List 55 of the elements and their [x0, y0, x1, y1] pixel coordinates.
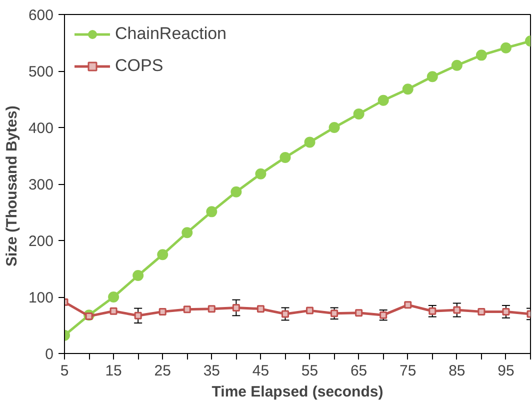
point	[110, 307, 118, 315]
y-axis-title: Size (Thousand Bytes)	[3, 106, 20, 267]
point	[255, 168, 266, 180]
point	[208, 305, 216, 313]
legend-label: ChainReaction	[115, 24, 227, 44]
x-tick-label: 5	[60, 362, 69, 380]
point	[230, 186, 242, 198]
point	[402, 84, 414, 95]
point	[158, 308, 166, 316]
point	[134, 312, 142, 320]
point	[380, 311, 388, 319]
y-tick-label: 500	[28, 64, 54, 80]
y-tick-label: 200	[28, 233, 54, 250]
point	[232, 304, 240, 312]
x-tick-label: 15	[105, 362, 122, 380]
x-tick-label: 55	[301, 362, 318, 380]
point	[426, 71, 438, 82]
x-tick-label: 45	[252, 362, 270, 380]
point	[157, 249, 168, 260]
point	[304, 136, 316, 148]
x-tick-label: 95	[498, 362, 514, 380]
point	[280, 152, 291, 163]
y-tick-label: 300	[28, 176, 54, 194]
point	[330, 310, 338, 318]
point	[132, 270, 144, 282]
point	[353, 108, 364, 120]
point	[281, 310, 289, 318]
point	[328, 122, 340, 133]
x-tick-label: 35	[203, 362, 220, 380]
point	[500, 42, 512, 54]
y-tick-label: 600	[28, 7, 54, 24]
y-tick-label: 100	[28, 290, 54, 306]
point	[206, 206, 218, 218]
point	[183, 306, 191, 314]
x-tick-label: 25	[154, 362, 171, 380]
point	[256, 305, 264, 313]
x-axis-title: Time Elapsed (seconds)	[212, 384, 384, 400]
point	[378, 94, 389, 106]
legend-label: COPS	[115, 56, 164, 76]
x-tick-label: 75	[400, 362, 416, 380]
point	[476, 50, 487, 61]
point	[451, 60, 462, 71]
point	[502, 308, 510, 316]
point	[478, 308, 486, 316]
point	[428, 307, 436, 315]
y-tick-label: 400	[28, 120, 54, 137]
point	[355, 309, 363, 317]
x-tick-label: 65	[350, 362, 368, 380]
point	[404, 301, 412, 309]
point	[182, 227, 193, 238]
point	[108, 292, 120, 302]
y-tick-label: 0	[45, 346, 54, 363]
point	[453, 306, 461, 314]
x-tick-label: 85	[448, 362, 466, 380]
point	[306, 306, 314, 314]
